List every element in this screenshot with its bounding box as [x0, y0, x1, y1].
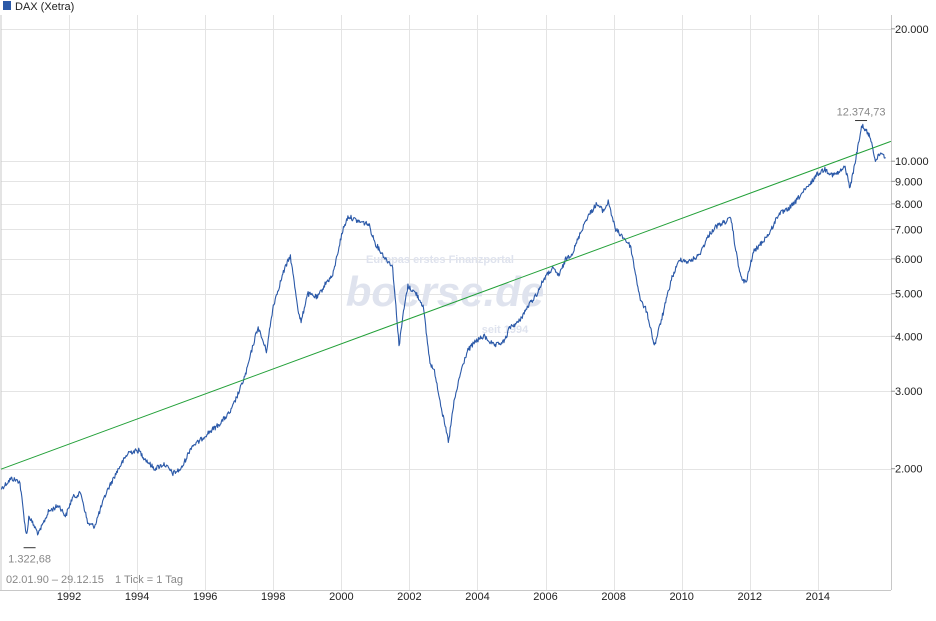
- watermark-bottom-text: seit 1994: [482, 324, 529, 336]
- x-tick-label-9: 2010: [669, 591, 693, 603]
- x-axis-labels: 1992 1994 1996 1998 2000 2002 2004 2006 2008 2010…: [57, 591, 830, 603]
- trend-line: [0, 140, 892, 470]
- x-tick-label-3: 1998: [261, 591, 285, 603]
- x-tick-label-11: 2014: [806, 591, 830, 603]
- y-tick-label-2: 4.000: [895, 331, 923, 343]
- y-tick-label-3: 5.000: [895, 289, 923, 301]
- x-tick-label-2: 1996: [193, 591, 217, 603]
- legend-label: DAX (Xetra): [15, 1, 74, 13]
- watermark-main-text: boerse.de: [346, 268, 544, 315]
- x-tick-label-6: 2004: [465, 591, 489, 603]
- x-tick-label-5: 2002: [397, 591, 421, 603]
- y-tick-label-1: 3.000: [895, 386, 923, 398]
- grid-lines: [1, 15, 891, 590]
- y-tick-label-5: 7.000: [895, 224, 923, 236]
- x-tick-label-8: 2008: [601, 591, 625, 603]
- y-tick-label-4: 6.000: [895, 254, 923, 266]
- y-tick-label-0: 2.000: [895, 464, 923, 476]
- watermark-top-text: Europas erstes Finanzportal: [366, 254, 514, 266]
- y-tick-label-6: 8.000: [895, 199, 923, 211]
- extreme-markers: 1.322,68 12.374,73: [8, 107, 885, 566]
- y-axis-labels: 2.000 3.000 4.000 5.000 6.000 7.000 8.000 9.000…: [891, 24, 929, 476]
- y-tick-label-9: 20.000: [895, 24, 929, 36]
- x-tick-label-7: 2006: [533, 591, 557, 603]
- min-value-label: 1.322,68: [8, 554, 51, 566]
- legend: DAX (Xetra): [3, 1, 74, 13]
- y-tick-label-7: 9.000: [895, 176, 923, 188]
- tick-info-label: 1 Tick = 1 Tag: [115, 574, 183, 586]
- date-range-label: 02.01.90 – 29.12.15: [6, 574, 104, 586]
- dax-price-line: [0, 123, 886, 536]
- series-layer: [0, 123, 892, 536]
- y-tick-label-8: 10.000: [895, 156, 929, 168]
- max-value-label: 12.374,73: [837, 107, 886, 119]
- x-tick-label-10: 2012: [738, 591, 762, 603]
- legend-swatch: [3, 1, 11, 10]
- x-tick-label-0: 1992: [57, 591, 81, 603]
- x-tick-label-1: 1994: [125, 591, 149, 603]
- watermark: Europas erstes Finanzportal boerse.de se…: [346, 254, 544, 336]
- x-tick-label-4: 2000: [329, 591, 353, 603]
